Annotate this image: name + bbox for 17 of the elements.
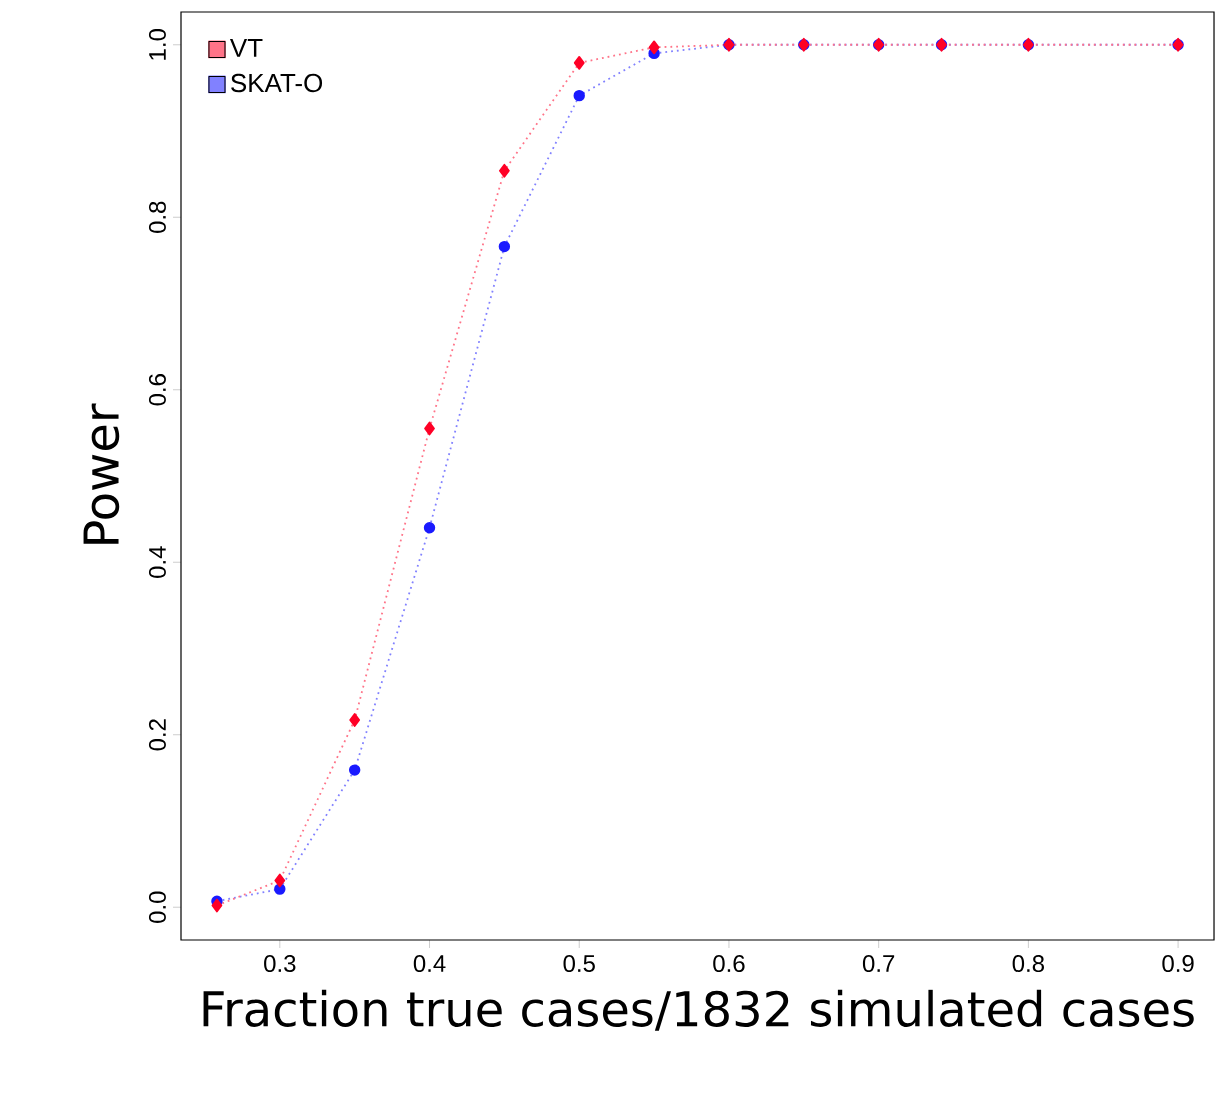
x-tick-label: 0.3 [264,955,296,973]
y-tick-label: 0.4 [148,546,166,578]
y-tick-label: 0.8 [148,201,166,233]
y-tick-label: 0.6 [148,374,166,406]
x-tick-label: 0.9 [1162,955,1194,973]
y-axis-title: Power [83,403,120,544]
legend-label: SKAT-O [231,73,323,93]
x-tick-label: 0.5 [563,955,595,973]
y-tick-label: 0.0 [148,891,166,923]
legend-label: VT [230,38,263,57]
x-tick-label: 0.7 [862,955,895,973]
y-tick-label: 1.0 [148,29,166,60]
y-tick-label: 0.2 [148,719,166,751]
x-axis-title: Fraction true cases/1832 simulated cases [203,989,1194,1031]
x-tick-label: 0.6 [713,955,745,973]
x-tick-label: 0.8 [1012,955,1044,973]
x-tick-label: 0.4 [413,955,446,973]
